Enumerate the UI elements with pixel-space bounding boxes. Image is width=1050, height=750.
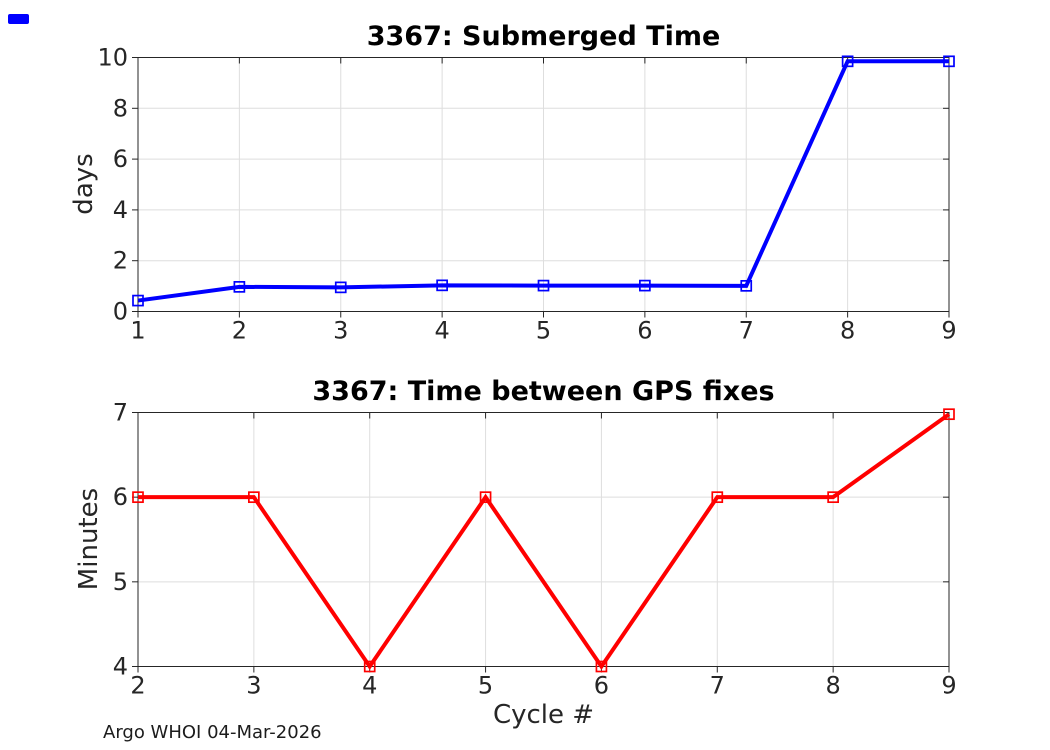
x-tick-labels: 1 2 3 4 5 6 7 8 9	[130, 317, 956, 345]
svg-text:6: 6	[113, 483, 128, 511]
svg-text:8: 8	[113, 94, 128, 122]
data-markers	[132, 55, 955, 307]
days-axis-label: days	[69, 153, 99, 215]
series-line	[138, 412, 951, 671]
svg-text:7: 7	[113, 399, 128, 427]
data-markers	[132, 408, 955, 673]
svg-text:6: 6	[113, 145, 128, 173]
svg-text:2: 2	[232, 317, 247, 345]
tick-marks	[132, 412, 950, 673]
series-line	[137, 59, 949, 303]
gps-chart-title: 3367: Time between GPS fixes	[312, 376, 775, 407]
svg-text:6: 6	[637, 317, 652, 345]
y-tick-labels: 0 2 4 6 8 10	[97, 44, 128, 326]
grid-lines	[138, 57, 949, 312]
submerged-chart-title: 3367: Submerged Time	[366, 21, 721, 52]
y-tick-labels: 4 5 6 7	[113, 399, 128, 681]
svg-text:4: 4	[113, 196, 128, 224]
x-tick-labels: 2 3 4 5 6 7 8 9	[130, 672, 956, 700]
svg-text:2: 2	[130, 672, 145, 700]
svg-text:7: 7	[739, 317, 754, 345]
watermark-text: Argo WHOI 04-Mar-2026	[103, 722, 322, 743]
gps-fixes-plot: 2 3 4 5 6 7 8 9 4 5 6 7	[113, 399, 957, 700]
svg-text:8: 8	[826, 672, 841, 700]
svg-text:5: 5	[478, 672, 493, 700]
submerged-time-plot: 1 2 3 4 5 6 7 8 9 0 2 4 6 8 10	[97, 44, 956, 345]
svg-text:7: 7	[710, 672, 725, 700]
svg-text:0: 0	[113, 298, 128, 326]
corner-tag	[8, 14, 29, 24]
svg-text:10: 10	[97, 44, 128, 72]
tick-marks	[132, 57, 950, 318]
svg-text:5: 5	[113, 568, 128, 596]
svg-text:4: 4	[362, 672, 377, 700]
cycle-axis-label: Cycle #	[492, 700, 595, 730]
svg-text:8: 8	[840, 317, 855, 345]
svg-text:3: 3	[333, 317, 348, 345]
axis-box	[137, 412, 950, 667]
svg-text:9: 9	[941, 672, 956, 700]
svg-text:6: 6	[594, 672, 609, 700]
svg-text:4: 4	[434, 317, 449, 345]
svg-text:5: 5	[536, 317, 551, 345]
svg-text:1: 1	[130, 317, 145, 345]
svg-text:3: 3	[246, 672, 261, 700]
minutes-axis-label: Minutes	[74, 487, 104, 591]
svg-text:4: 4	[113, 653, 128, 681]
svg-text:9: 9	[941, 317, 956, 345]
svg-text:2: 2	[113, 247, 128, 275]
grid-lines	[138, 412, 949, 667]
